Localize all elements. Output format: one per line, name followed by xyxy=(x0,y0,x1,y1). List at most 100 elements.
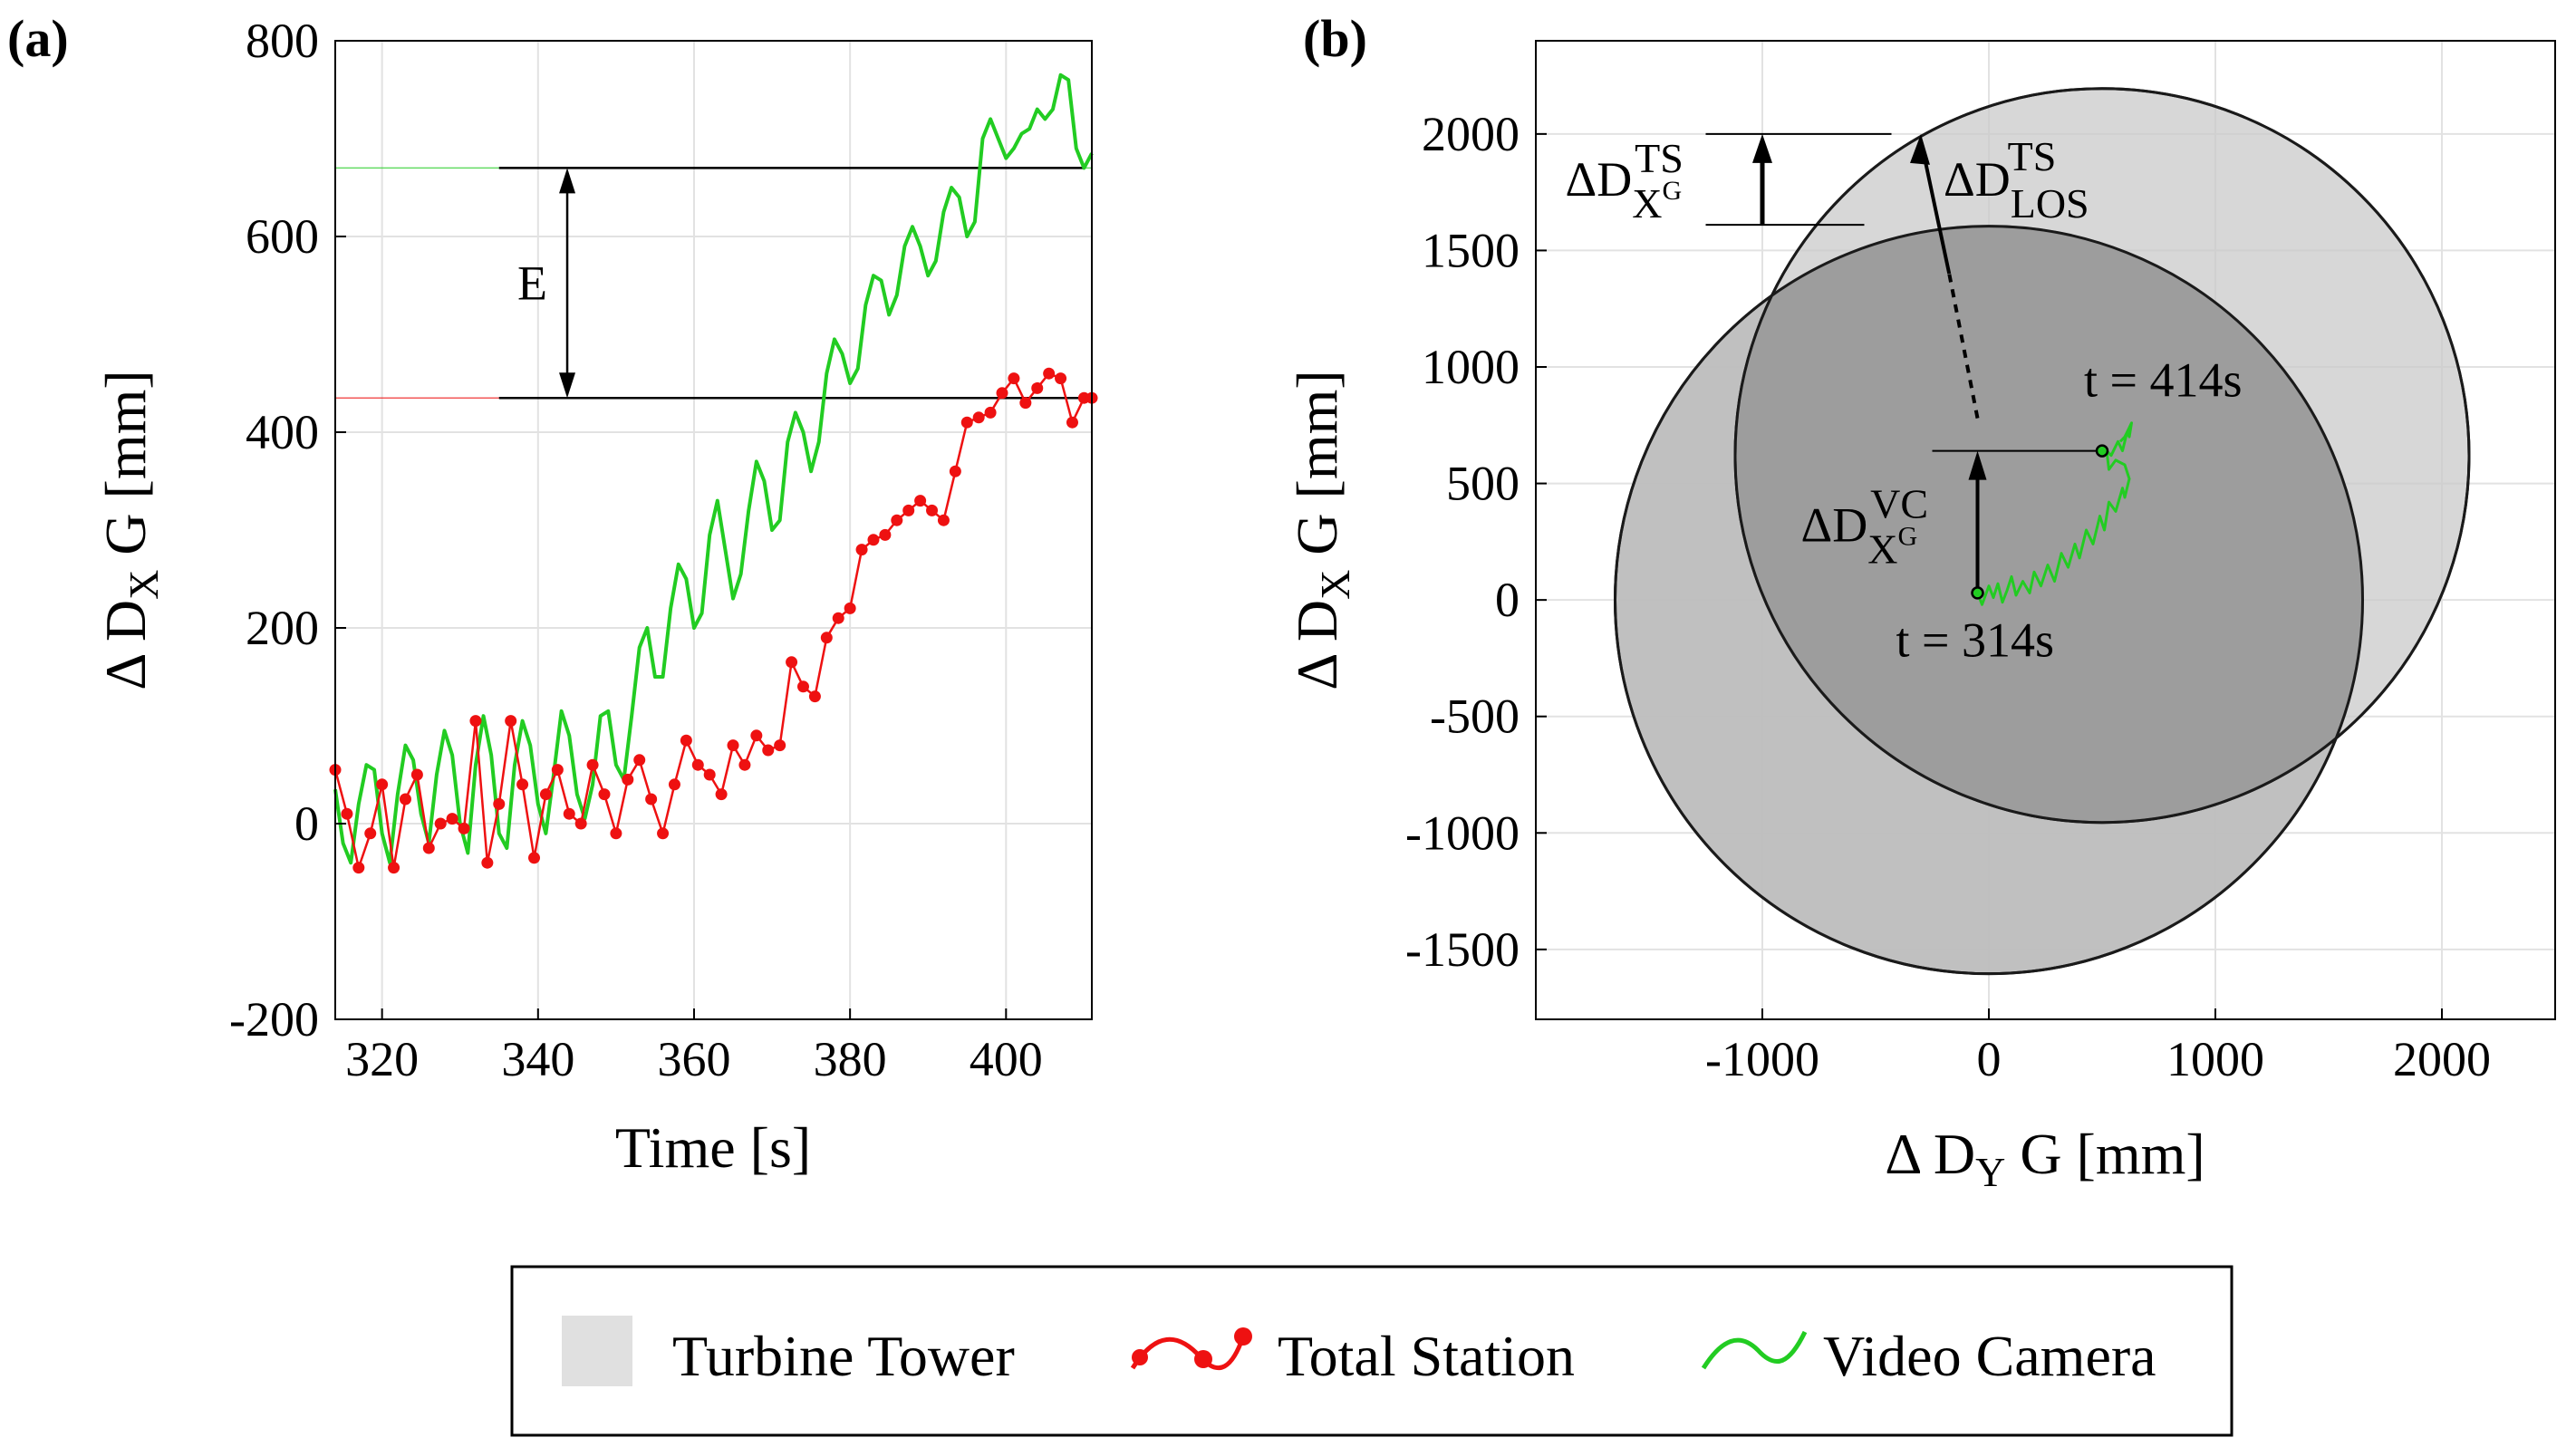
vc-label: ΔDXGVC xyxy=(1801,481,1929,573)
total-station-point xyxy=(422,842,435,854)
video-camera-line xyxy=(1976,421,2133,606)
total-station-point xyxy=(364,827,377,840)
total-station-point xyxy=(376,778,389,791)
panel-b-annotations: ΔDXGTS ΔDLOSTS ΔDXGVC t = 314s t = 414s xyxy=(1566,132,2242,667)
total-station-point xyxy=(505,715,517,728)
total-station-point xyxy=(832,612,844,624)
panel-b-ylabel: Δ DX G [mm] xyxy=(1285,370,1358,690)
total-station-point xyxy=(1019,397,1032,410)
vc-label-main: ΔD xyxy=(1801,498,1868,553)
e-label: E xyxy=(517,256,547,310)
total-station-point xyxy=(388,862,400,874)
total-station-point xyxy=(469,715,482,728)
total-station-point xyxy=(410,768,423,781)
y-tick-label: 500 xyxy=(1446,457,1520,511)
total-station-point xyxy=(622,773,634,786)
total-station-point xyxy=(610,827,622,840)
y-tick-label: 1000 xyxy=(1422,340,1520,394)
ts-label-sup: TS xyxy=(1635,135,1684,181)
ts-label-subsup: G xyxy=(1662,176,1682,206)
total-station-point xyxy=(703,768,716,781)
los-arrow-shaft xyxy=(1923,157,1952,275)
total-station-point xyxy=(738,758,751,771)
x-tick-label: 360 xyxy=(657,1032,730,1086)
y-tick-label: -200 xyxy=(229,992,319,1047)
total-station-point xyxy=(902,504,915,516)
total-station-point xyxy=(808,690,821,703)
panel-b-ylabel-main: Δ D xyxy=(1285,600,1349,690)
panel-a-label: (a) xyxy=(7,9,69,68)
panel-b-ylabel-suffix: G [mm] xyxy=(1285,370,1349,569)
panel-a-axes-box xyxy=(334,40,1093,1020)
panel-a-ylabel-suffix: G [mm] xyxy=(93,370,158,569)
y-tick-label: 1500 xyxy=(1422,223,1520,277)
legend-line-video-camera xyxy=(1701,1330,1808,1370)
total-station-point xyxy=(528,852,541,864)
total-station-point xyxy=(551,764,564,777)
tower-circle-outline xyxy=(1614,225,2364,976)
total-station-point xyxy=(820,632,833,644)
ts-label: ΔDXGTS xyxy=(1566,135,1684,227)
total-station-point xyxy=(960,416,973,429)
total-station-point xyxy=(446,813,458,825)
total-station-point xyxy=(586,758,599,771)
total-station-point xyxy=(434,817,447,830)
panel-b-series xyxy=(1976,421,2133,606)
total-station-point xyxy=(645,793,658,805)
total-station-point xyxy=(691,758,704,771)
total-station-point xyxy=(399,793,411,805)
vc-label-sup: VC xyxy=(1870,481,1928,527)
y-tick-label: 400 xyxy=(246,405,319,459)
total-station-point xyxy=(1043,367,1056,380)
ts-arrow-head xyxy=(1752,133,1772,163)
x-tick-label: 1000 xyxy=(2166,1032,2264,1086)
total-station-point xyxy=(1031,381,1044,394)
panel-b-xlabel-suffix: G [mm] xyxy=(2005,1122,2205,1186)
panel-b-ylabel-sub: X xyxy=(1312,570,1358,600)
y-tick-label: 600 xyxy=(246,209,319,264)
total-station-point xyxy=(844,602,856,614)
start-time-label: t = 314s xyxy=(1896,613,2054,667)
start-point-marker xyxy=(1971,586,1984,600)
los-label-sub: LOS xyxy=(2011,180,2089,227)
los-arrow-head xyxy=(1910,133,1930,165)
e-arrow-head-bottom xyxy=(559,372,576,399)
panel-a-xlabel: Time [s] xyxy=(615,1115,811,1180)
total-station-point xyxy=(891,514,903,526)
total-station-point xyxy=(481,856,494,869)
total-station-point xyxy=(972,411,985,424)
panel-b-ticks: -1000 0 1000 2000 -1500 -1000 -500 0 500 1000 1500… xyxy=(1405,107,2491,1086)
panel-b-axes-box xyxy=(1535,40,2556,1020)
legend-label-video-camera: Video Camera xyxy=(1823,1324,2156,1388)
end-point-marker xyxy=(2095,444,2109,458)
y-tick-label: 200 xyxy=(246,601,319,655)
x-tick-label: -1000 xyxy=(1705,1032,1819,1086)
total-station-point xyxy=(786,656,798,669)
ts-label-main: ΔD xyxy=(1566,152,1633,207)
end-time-label: t = 414s xyxy=(2084,353,2242,408)
x-tick-label: 320 xyxy=(345,1032,419,1086)
total-station-point xyxy=(926,504,939,516)
legend: Turbine Tower Total Station Video Camera xyxy=(510,1265,2233,1437)
y-tick-label: -1000 xyxy=(1405,805,1520,860)
panel-a-ylabel-main: Δ D xyxy=(93,600,158,690)
total-station-point xyxy=(1066,416,1078,429)
legend-label-turbine-tower: Turbine Tower xyxy=(672,1324,1015,1388)
panel-a-ylabel-sub: X xyxy=(121,570,167,600)
total-station-point xyxy=(796,680,809,693)
total-station-point xyxy=(657,827,670,840)
los-label-main: ΔD xyxy=(1944,152,2011,207)
total-station-point xyxy=(493,797,506,810)
panel-b: (b) ΔDXGTS ΔDLOSTS ΔDXGVC t = 314s t = 4… xyxy=(1285,9,2556,1195)
total-station-point xyxy=(633,754,646,767)
panel-b-xlabel-sub: Y xyxy=(1975,1149,2005,1195)
total-station-point xyxy=(598,788,611,801)
total-station-point xyxy=(563,807,575,820)
total-station-point xyxy=(341,807,353,820)
legend-marker-total-station xyxy=(1194,1350,1212,1368)
y-tick-label: 800 xyxy=(246,14,319,68)
panel-a-series xyxy=(329,72,1098,874)
x-tick-label: 2000 xyxy=(2393,1032,2491,1086)
total-station-point xyxy=(539,788,552,801)
